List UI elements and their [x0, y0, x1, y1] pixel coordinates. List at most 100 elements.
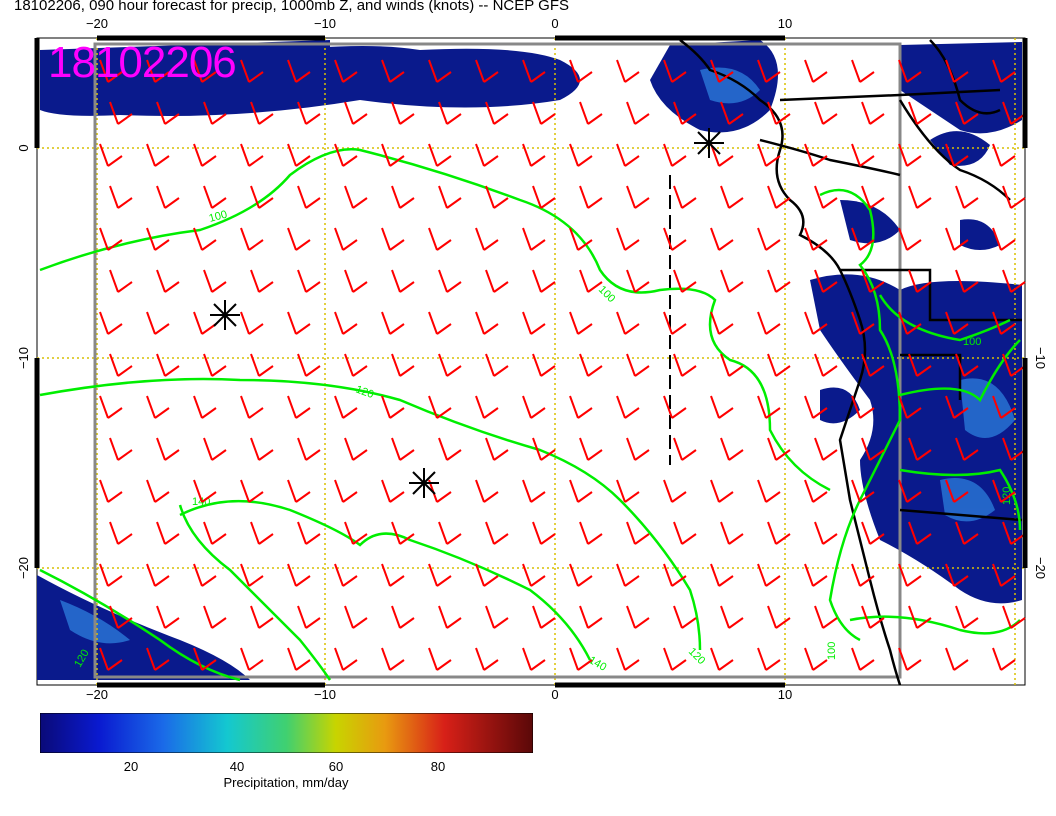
wind-barb — [767, 521, 791, 545]
wind-barb — [804, 59, 828, 83]
wind-barb — [240, 59, 264, 83]
wind-barb — [391, 437, 415, 461]
wind-barb — [475, 143, 499, 167]
wind-barb — [428, 227, 452, 251]
wind-barb — [391, 185, 415, 209]
wind-barb — [203, 605, 227, 629]
wind-barb — [710, 227, 734, 251]
wind-barb — [767, 269, 791, 293]
wind-barb — [428, 395, 452, 419]
wind-barb — [203, 185, 227, 209]
wind-barb — [908, 185, 932, 209]
wind-barb — [475, 395, 499, 419]
wind-barb — [146, 227, 170, 251]
wind-barb — [193, 59, 217, 83]
wind-barb — [344, 353, 368, 377]
wind-barb — [485, 437, 509, 461]
wind-barb — [438, 101, 462, 125]
wind-barb — [240, 479, 264, 503]
wind-barb — [569, 479, 593, 503]
wind-barb — [898, 227, 922, 251]
wind-barb — [532, 353, 556, 377]
wind-barb — [898, 59, 922, 83]
wind-barb — [767, 605, 791, 629]
wind-barb — [814, 269, 838, 293]
wind-barb — [663, 59, 687, 83]
wind-barb — [485, 185, 509, 209]
wind-barb — [851, 143, 875, 167]
wind-barb — [522, 479, 546, 503]
wind-barb — [626, 521, 650, 545]
wind-barb — [814, 185, 838, 209]
colorbar-tick: 60 — [328, 759, 344, 774]
wind-barb — [955, 185, 979, 209]
wind-barb — [992, 395, 1016, 419]
wind-barb — [297, 269, 321, 293]
wind-barb — [851, 563, 875, 587]
wind-barb — [720, 185, 744, 209]
wind-barb — [156, 437, 180, 461]
wind-barb — [898, 143, 922, 167]
wind-barb — [898, 311, 922, 335]
lon-labels-bottom: −20 −10 0 10 — [86, 687, 792, 700]
wind-barb — [146, 311, 170, 335]
wind-barb — [945, 227, 969, 251]
wind-barb — [532, 269, 556, 293]
wind-barb — [428, 143, 452, 167]
wind-barb — [992, 59, 1016, 83]
colorbar-tick: 40 — [229, 759, 245, 774]
wind-barb — [616, 311, 640, 335]
wind-barb — [109, 185, 133, 209]
wind-barb — [250, 269, 274, 293]
wind-barb — [616, 227, 640, 251]
wind-barb — [475, 227, 499, 251]
wind-barb — [146, 395, 170, 419]
wind-barb — [945, 143, 969, 167]
wind-barb — [438, 353, 462, 377]
wind-barb — [616, 647, 640, 671]
lon-label: 10 — [778, 687, 792, 700]
wind-barb — [287, 395, 311, 419]
wind-barb — [240, 143, 264, 167]
wind-barb — [569, 59, 593, 83]
wind-barb — [992, 647, 1016, 671]
wind-barb — [250, 101, 274, 125]
wind-barb — [297, 185, 321, 209]
colorbar-tick: 20 — [123, 759, 139, 774]
wind-barb — [99, 311, 123, 335]
lat-labels-left: 0 −10 −20 — [16, 144, 31, 579]
wind-barb — [522, 143, 546, 167]
wind-barb — [334, 647, 358, 671]
precip-colorbar — [40, 713, 533, 753]
low-center-marker — [409, 468, 439, 498]
wind-barb — [767, 437, 791, 461]
wind-barb — [485, 353, 509, 377]
wind-barb — [287, 479, 311, 503]
wind-barb — [851, 311, 875, 335]
lat-label: −20 — [16, 557, 31, 579]
wind-barb — [109, 437, 133, 461]
wind-barb — [767, 101, 791, 125]
wind-barb — [344, 437, 368, 461]
wind-barb — [992, 227, 1016, 251]
wind-barb — [1002, 185, 1026, 209]
wind-barb — [569, 395, 593, 419]
wind-barb — [428, 311, 452, 335]
wind-barb — [109, 269, 133, 293]
wind-barb — [485, 521, 509, 545]
wind-barb — [579, 437, 603, 461]
wind-barb — [240, 563, 264, 587]
wind-barb — [814, 101, 838, 125]
lon-label: 0 — [551, 687, 558, 700]
wind-barb — [146, 647, 170, 671]
wind-barb — [908, 269, 932, 293]
wind-barb — [287, 143, 311, 167]
wind-barb — [898, 479, 922, 503]
wind-barb — [851, 479, 875, 503]
wind-barb — [579, 269, 603, 293]
wind-barb — [663, 647, 687, 671]
lat-labels-right: −10 −20 — [1033, 347, 1048, 579]
wind-barb — [203, 353, 227, 377]
wind-barb — [391, 521, 415, 545]
wind-barb — [193, 227, 217, 251]
